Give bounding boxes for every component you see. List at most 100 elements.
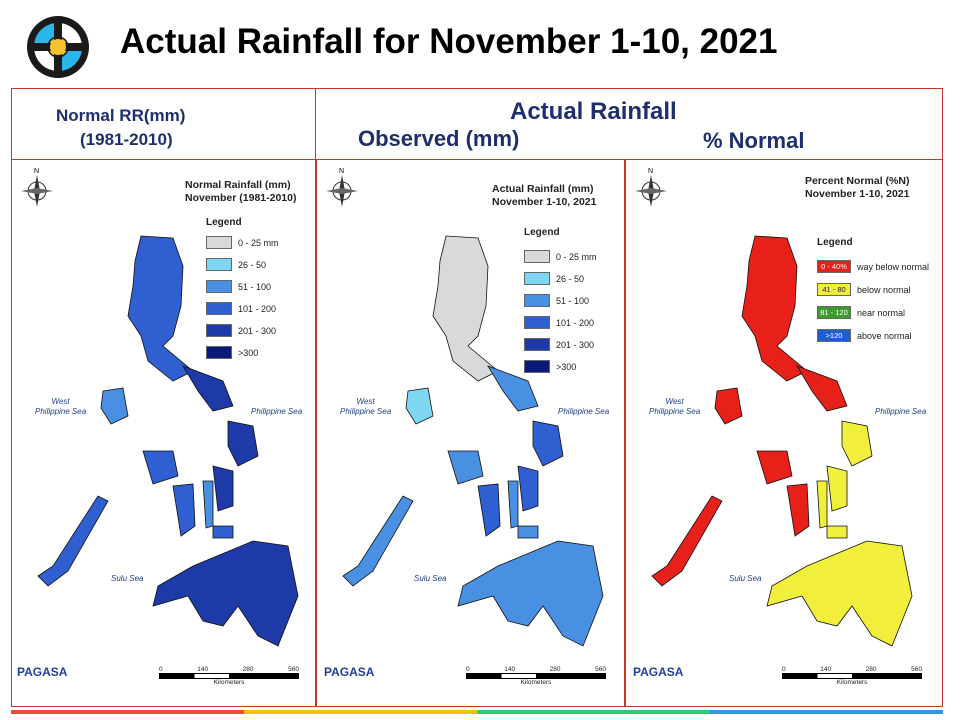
legend-item: 101 - 200 [524, 315, 594, 330]
island-leyte [517, 465, 539, 512]
scale-bar: 0 140 280 560 Kilometers [466, 666, 606, 686]
island-bicol [487, 365, 539, 412]
island-palawan [342, 495, 414, 587]
percent-header: % Normal [703, 128, 805, 153]
map-title-line2: November 1-10, 2021 [492, 196, 597, 208]
sea-label-east: Philippine Sea [558, 407, 610, 416]
pagasa-brand: PAGASA [633, 665, 684, 679]
legend-title: Legend [817, 237, 853, 248]
legend-item: 101 - 200 [206, 301, 276, 316]
legend-swatch: 0 - 40% [817, 260, 851, 273]
island-luzon [741, 235, 808, 382]
map-title-line2: November (1981-2010) [185, 192, 297, 204]
island-palawan [37, 495, 109, 587]
legend-swatch [524, 250, 550, 263]
island-leyte [212, 465, 234, 512]
island-negros [172, 483, 196, 537]
sea-label-west: West Philippine Sea [649, 397, 701, 416]
legend-item: 51 - 100 [524, 293, 589, 308]
normal-period: (1981-2010) [80, 130, 173, 149]
footer-strip [11, 710, 943, 714]
legend-item: 0 - 40% way below normal [817, 259, 929, 274]
sea-label-sulu: Sulu Sea [414, 574, 447, 583]
island-panay [756, 450, 793, 485]
island-cebu [816, 480, 828, 529]
map-title-line1: Percent Normal (%N) [805, 175, 910, 187]
legend-item: >120 above normal [817, 328, 912, 343]
island-mindoro [100, 387, 129, 425]
legend-swatch: 81 - 120 [817, 306, 851, 319]
island-bohol [826, 525, 848, 539]
panel-divider [315, 159, 317, 707]
island-samar [532, 420, 564, 467]
sea-label-west: West Philippine Sea [340, 397, 392, 416]
compass-icon: N [21, 168, 53, 207]
legend-item: >300 [206, 345, 258, 360]
legend-item: 201 - 300 [206, 323, 276, 338]
legend-swatch [206, 280, 232, 293]
legend-item: 26 - 50 [524, 271, 584, 286]
island-negros [477, 483, 501, 537]
legend-swatch [524, 294, 550, 307]
panel-normal: N Normal Rainfall (mm) November (1981-20… [13, 161, 313, 699]
sea-label-sulu: Sulu Sea [729, 574, 762, 583]
island-mindanao [152, 540, 299, 647]
philippines-map-normal: N [21, 168, 299, 647]
island-leyte [826, 465, 848, 512]
island-mindanao [457, 540, 604, 647]
panel-observed: N Actual Rainfall (mm) November 1-10, 20… [318, 161, 622, 699]
legend-swatch [524, 272, 550, 285]
island-panay [447, 450, 484, 485]
compass-icon: N [326, 168, 358, 207]
map-title-line1: Normal Rainfall (mm) [185, 179, 291, 191]
legend-item: 51 - 100 [206, 279, 271, 294]
legend-swatch: >120 [817, 329, 851, 342]
panel-divider [624, 159, 626, 707]
panel-percent: N Percent Normal (%N) November 1-10, 202… [627, 161, 941, 699]
sea-label-west: West Philippine Sea [35, 397, 87, 416]
scale-bar: 0 140 280 560 Kilometers [782, 666, 922, 686]
island-cebu [507, 480, 519, 529]
pagasa-brand: PAGASA [324, 665, 375, 679]
legend-swatch [206, 324, 232, 337]
sea-label-east: Philippine Sea [251, 407, 303, 416]
island-bicol [182, 365, 234, 412]
svg-text:N: N [339, 168, 344, 175]
map-frame [11, 159, 943, 707]
island-bohol [517, 525, 539, 539]
legend-swatch [206, 236, 232, 249]
legend-item: >300 [524, 359, 576, 374]
legend-swatch: 41 - 80 [817, 283, 851, 296]
legend-item: 201 - 300 [524, 337, 594, 352]
legend-swatch [206, 302, 232, 315]
island-negros [786, 483, 810, 537]
scale-bar: 0 140 280 560 Kilometers [159, 666, 299, 686]
map-title-line1: Actual Rainfall (mm) [492, 183, 594, 195]
sea-label-sulu: Sulu Sea [111, 574, 144, 583]
observed-header: Observed (mm) [358, 126, 520, 151]
island-samar [841, 420, 873, 467]
island-luzon [127, 235, 194, 382]
svg-text:N: N [34, 168, 39, 175]
legend-item: 26 - 50 [206, 257, 266, 272]
island-mindoro [714, 387, 743, 425]
normal-header: Normal RR(mm) [56, 106, 186, 125]
legend-item: 41 - 80 below normal [817, 282, 911, 297]
map-title-line2: November 1-10, 2021 [805, 188, 910, 200]
island-palawan [651, 495, 723, 587]
island-panay [142, 450, 179, 485]
compass-icon: N [635, 168, 667, 207]
island-mindoro [405, 387, 434, 425]
legend-swatch [524, 360, 550, 373]
philippines-map-observed: N [326, 168, 604, 647]
legend-title: Legend [206, 217, 242, 228]
legend-swatch [206, 346, 232, 359]
legend-item: 81 - 120 near normal [817, 305, 905, 320]
legend-swatch [524, 338, 550, 351]
pagasa-brand: PAGASA [17, 665, 68, 679]
island-cebu [202, 480, 214, 529]
legend-swatch [524, 316, 550, 329]
legend-swatch [206, 258, 232, 271]
island-mindanao [766, 540, 913, 647]
sea-label-east: Philippine Sea [875, 407, 927, 416]
